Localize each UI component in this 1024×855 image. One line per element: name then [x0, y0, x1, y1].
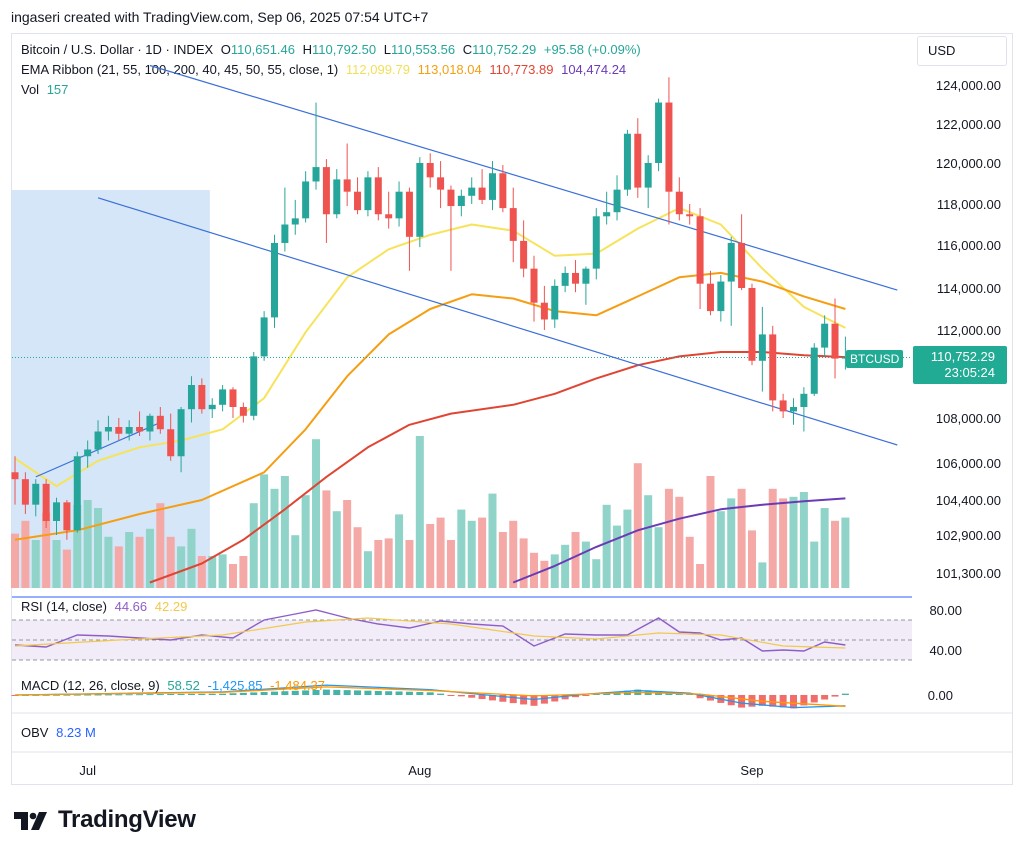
chart-frame[interactable] [11, 33, 1013, 785]
macd-legend: MACD (12, 26, close, 9) 58.52 -1,425.85 … [21, 678, 329, 693]
credit-line: ingaseri created with TradingView.com, S… [11, 9, 429, 25]
rsi-value: 44.66 [114, 599, 148, 614]
vol-value: 157 [46, 82, 69, 97]
vol-label: Vol [21, 82, 40, 97]
macd-hist-value: 58.52 [167, 678, 200, 693]
high-label: H [302, 42, 313, 57]
macd-line-value: -1,425.85 [207, 678, 263, 693]
currency-selector[interactable]: USD [917, 36, 1007, 66]
open-value: 110,651.46 [230, 42, 296, 57]
low-label: L [383, 42, 391, 57]
close-label: C [462, 42, 473, 57]
ema55-value: 113,018.04 [417, 62, 482, 77]
ema100-value: 110,773.89 [489, 62, 554, 77]
rsi-ma-value: 42.29 [154, 599, 188, 614]
tradingview-logo[interactable]: TradingView [12, 806, 196, 836]
symbol-price-tag: BTCUSD [846, 350, 904, 368]
symbol-title: Bitcoin / U.S. Dollar · 1D · INDEX [21, 42, 214, 57]
change-value: +95.58 (+0.09%) [543, 42, 641, 57]
ema-label: EMA Ribbon (21, 55, 100, 200, 40, 45, 50… [21, 62, 339, 77]
macd-signal-value: -1,484.37 [270, 678, 326, 693]
high-value: 110,792.50 [312, 42, 377, 57]
rsi-label: RSI (14, close) [21, 599, 107, 614]
volume-legend: Vol 157 [21, 82, 72, 97]
symbol-legend: Bitcoin / U.S. Dollar · 1D · INDEX O110,… [21, 42, 645, 57]
ema21-value: 112,099.79 [345, 62, 410, 77]
last-price-value: 110,752.29 [930, 349, 995, 364]
close-value: 110,752.29 [472, 42, 537, 57]
obv-legend: OBV 8.23 M [21, 725, 100, 740]
ema-legend: EMA Ribbon (21, 55, 100, 200, 40, 45, 50… [21, 62, 630, 77]
rsi-legend: RSI (14, close) 44.66 42.29 [21, 599, 191, 614]
low-value: 110,553.56 [391, 42, 456, 57]
tradingview-logo-icon [14, 812, 47, 830]
obv-value: 8.23 M [56, 725, 96, 740]
ema200-value: 104,474.24 [561, 62, 627, 77]
bar-countdown: 23:05:24 [944, 365, 995, 380]
macd-label: MACD (12, 26, close, 9) [21, 678, 160, 693]
open-label: O [220, 42, 231, 57]
last-price-label: 110,752.29 23:05:24 [913, 346, 1007, 384]
brand-name: TradingView [58, 806, 196, 833]
obv-label: OBV [21, 725, 49, 740]
